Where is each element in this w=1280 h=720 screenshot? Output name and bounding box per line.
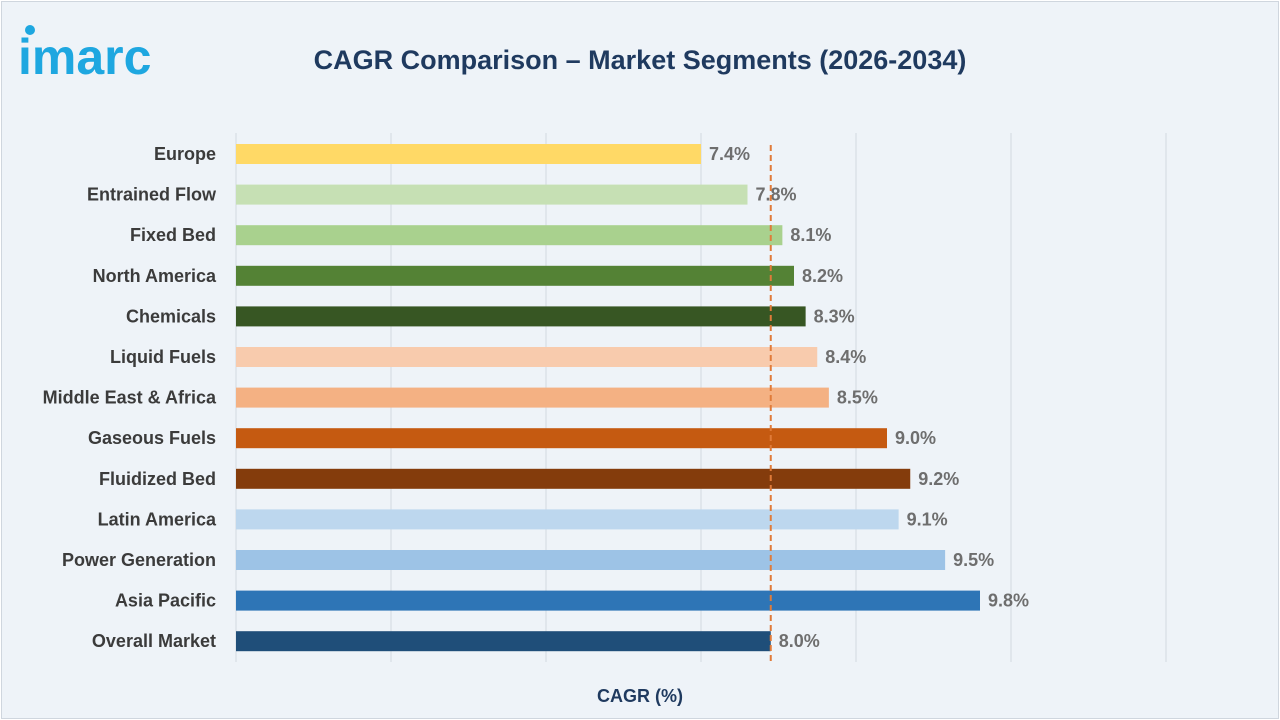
value-label: 8.1% [790, 225, 831, 245]
bar-asia-pacific [236, 590, 980, 611]
bar-middle-east-africa [236, 387, 829, 408]
imarc-logo: imarc [18, 25, 151, 85]
value-label: 8.3% [814, 306, 855, 326]
value-label: 9.2% [918, 469, 959, 489]
value-label: 9.8% [988, 591, 1029, 611]
bar-entrained-flow [236, 184, 748, 205]
value-label: 7.8% [756, 185, 797, 205]
bar-power-generation [236, 550, 946, 570]
bar-liquid-fuels [236, 347, 818, 367]
value-label: 9.5% [953, 550, 994, 570]
category-label: North America [93, 266, 217, 286]
category-label: Fixed Bed [130, 225, 216, 245]
bar-europe [236, 144, 701, 164]
logo-text: imarc [18, 29, 151, 85]
bar-overall-market [236, 631, 771, 652]
value-label: 9.1% [907, 509, 948, 529]
category-label: Europe [154, 144, 216, 164]
category-label: Middle East & Africa [43, 388, 217, 408]
bar-north-america [236, 265, 794, 286]
category-label: Entrained Flow [87, 185, 217, 205]
value-label: 9.0% [895, 428, 936, 448]
category-label: Chemicals [126, 306, 216, 326]
value-label: 8.4% [825, 347, 866, 367]
category-label: Asia Pacific [115, 591, 216, 611]
value-label: 8.0% [779, 631, 820, 651]
bar-fixed-bed [236, 225, 783, 246]
value-label: 8.5% [837, 388, 878, 408]
category-label: Power Generation [62, 550, 216, 570]
category-label: Overall Market [92, 631, 216, 651]
category-label: Latin America [98, 509, 217, 529]
category-label: Fluidized Bed [99, 469, 216, 489]
x-axis-title: CAGR (%) [597, 686, 683, 706]
bar-chemicals [236, 306, 806, 327]
bar-latin-america [236, 509, 899, 530]
value-label: 7.4% [709, 144, 750, 164]
category-label: Gaseous Fuels [88, 428, 216, 448]
bar-fluidized-bed [236, 468, 911, 489]
category-label: Liquid Fuels [110, 347, 216, 367]
value-label: 8.2% [802, 266, 843, 286]
bar-gaseous-fuels [236, 428, 887, 449]
chart-title: CAGR Comparison – Market Segments (2026-… [313, 45, 967, 75]
